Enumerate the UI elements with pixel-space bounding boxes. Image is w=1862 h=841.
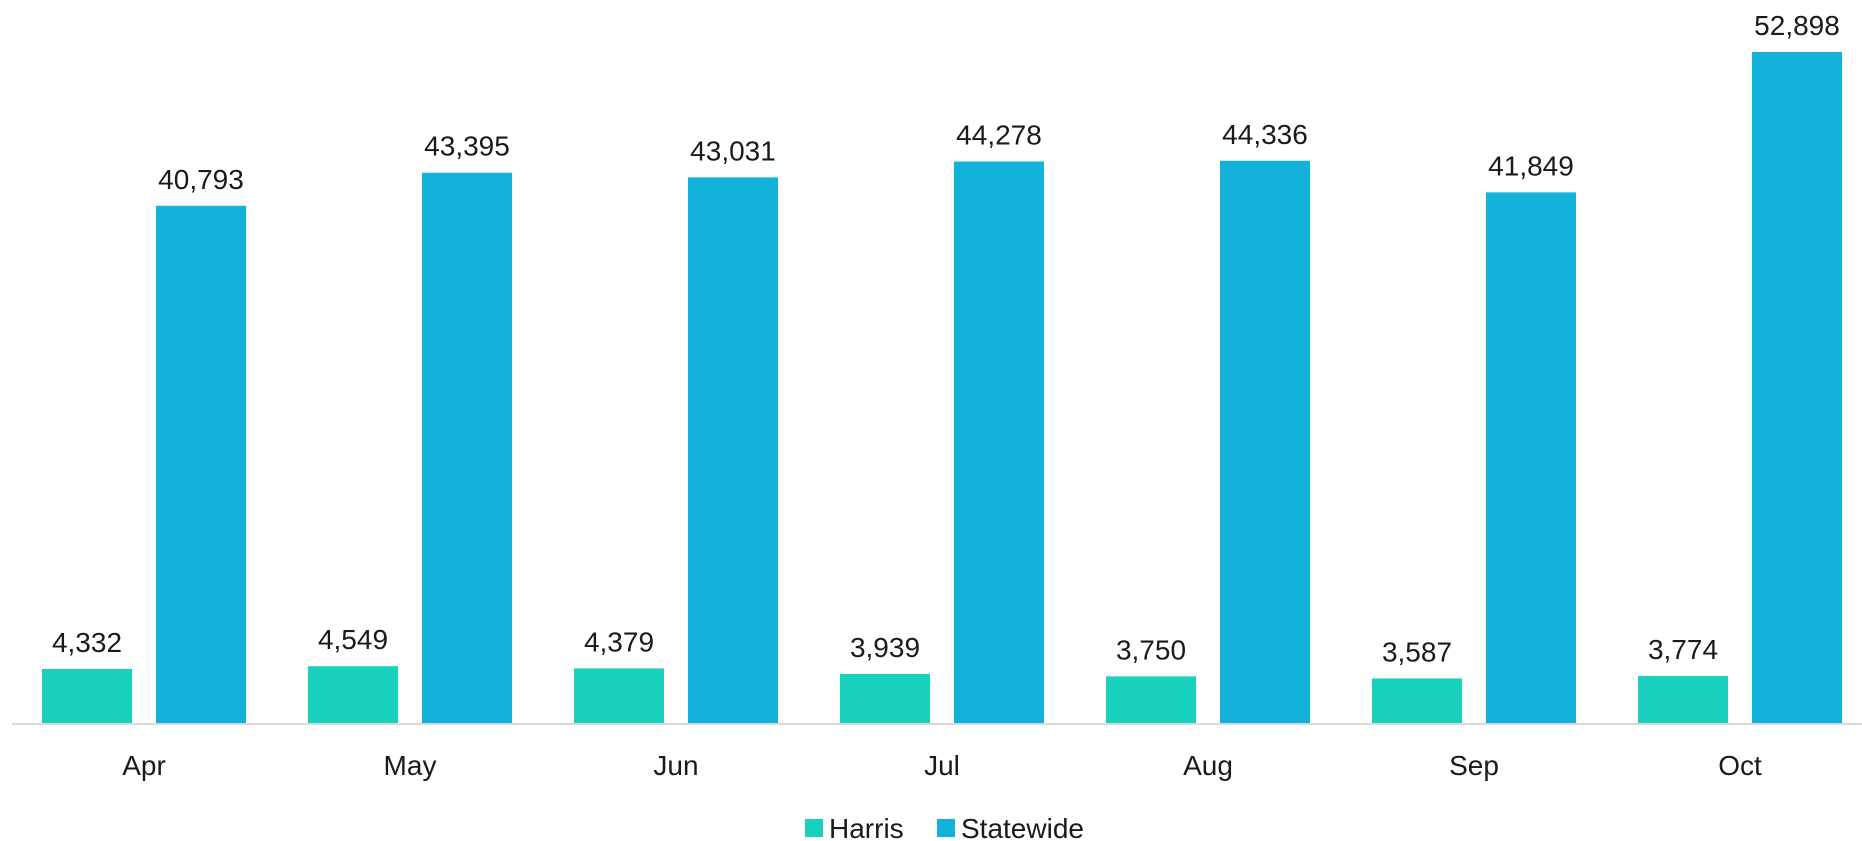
bar-harris-aug <box>1106 676 1196 724</box>
data-label-harris-aug: 3,750 <box>1116 634 1186 665</box>
data-label-harris-jun: 4,379 <box>584 626 654 657</box>
bar-harris-jul <box>840 673 930 724</box>
data-label-statewide-sep: 41,849 <box>1488 150 1574 181</box>
data-label-statewide-apr: 40,793 <box>158 164 244 195</box>
data-label-harris-may: 4,549 <box>318 624 388 655</box>
bar-harris-apr <box>42 668 132 724</box>
bars-layer <box>42 52 1842 725</box>
data-label-harris-jul: 3,939 <box>850 632 920 663</box>
data-label-statewide-may: 43,395 <box>424 131 510 162</box>
legend-label-harris: Harris <box>829 813 904 841</box>
x-tick-label-may: May <box>384 750 437 781</box>
data-label-statewide-jun: 43,031 <box>690 135 776 166</box>
bar-statewide-sep <box>1486 192 1576 725</box>
legend-label-statewide: Statewide <box>961 813 1084 841</box>
legend-swatch-statewide <box>937 819 955 837</box>
data-label-harris-apr: 4,332 <box>52 627 122 658</box>
bar-harris-sep <box>1372 678 1462 724</box>
x-axis-ticks: Apr May Jun Jul Aug Sep Oct <box>122 750 1762 781</box>
x-tick-label-aug: Aug <box>1183 750 1233 781</box>
data-label-statewide-oct: 52,898 <box>1754 10 1840 41</box>
legend-swatch-harris <box>805 819 823 837</box>
bar-harris-oct <box>1638 676 1728 724</box>
bar-statewide-aug <box>1220 160 1310 724</box>
x-tick-label-apr: Apr <box>122 750 166 781</box>
bar-statewide-may <box>422 172 512 724</box>
data-label-harris-sep: 3,587 <box>1382 636 1452 667</box>
x-tick-label-jul: Jul <box>924 750 960 781</box>
bar-statewide-jul <box>954 161 1044 724</box>
legend: Harris Statewide <box>805 813 1084 841</box>
x-tick-label-jun: Jun <box>653 750 698 781</box>
x-tick-label-oct: Oct <box>1718 750 1762 781</box>
bar-harris-may <box>308 666 398 724</box>
bar-harris-jun <box>574 668 664 724</box>
data-labels-layer: 4,332 40,793 4,549 43,395 4,379 43,031 3,939 44… <box>52 10 1840 667</box>
data-label-statewide-aug: 44,336 <box>1222 119 1308 150</box>
data-label-statewide-jul: 44,278 <box>956 120 1042 151</box>
bar-statewide-oct <box>1752 52 1842 724</box>
bar-statewide-jun <box>688 177 778 724</box>
data-label-harris-oct: 3,774 <box>1648 634 1718 665</box>
x-tick-label-sep: Sep <box>1449 750 1499 781</box>
bar-statewide-apr <box>156 205 246 725</box>
